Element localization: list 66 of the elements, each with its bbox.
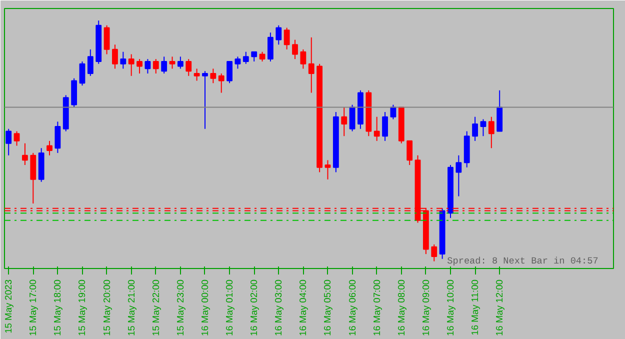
x-tick-label: 16 May 09:00 <box>420 279 431 336</box>
x-tick-label: 16 May 02:00 <box>249 279 260 336</box>
x-tick-label: 15 May 23:00 <box>175 279 186 336</box>
candlestick <box>406 140 413 166</box>
x-tick-label: 15 May 22:00 <box>150 279 161 336</box>
candlestick <box>128 54 134 76</box>
x-tick-label: 16 May 12:00 <box>494 279 505 336</box>
x-tick-label: 15 May 17:00 <box>28 279 38 336</box>
candlestick <box>374 116 380 142</box>
candlestick <box>341 106 348 137</box>
candlestick <box>488 116 494 149</box>
candlestick <box>284 27 290 50</box>
candlestick <box>104 24 110 55</box>
candlestick <box>136 58 142 74</box>
candlestick <box>226 60 232 84</box>
candlestick <box>324 160 331 180</box>
x-tick-label: 16 May 03:00 <box>274 279 284 336</box>
candlestick <box>456 154 462 197</box>
candlestick <box>292 39 298 60</box>
candlestick <box>79 60 86 86</box>
x-tick-label: 15 May 21:00 <box>126 279 136 336</box>
candlestick <box>202 70 208 130</box>
candlestick <box>22 142 28 166</box>
candlestick <box>268 32 274 62</box>
x-tick-label: 16 May 10:00 <box>445 279 456 336</box>
candlestick <box>54 121 61 154</box>
candlestick <box>218 73 224 94</box>
x-tick-label: 16 May 07:00 <box>372 279 382 336</box>
candlestick <box>276 24 282 46</box>
x-tick-label: 16 May 11:00 <box>470 279 480 336</box>
x-tick-label: 16 May 08:00 <box>396 279 406 336</box>
candlestick <box>6 128 12 156</box>
candlestick <box>87 48 94 76</box>
x-tick-label: 15 May 20:00 <box>102 279 112 336</box>
candlestick <box>144 58 151 74</box>
candlestick <box>242 51 249 64</box>
x-tick-label: 15 May 2023 <box>4 279 14 334</box>
x-tick-label: 16 May 05:00 <box>322 279 333 336</box>
candlestick <box>161 56 168 74</box>
candlestick <box>186 58 192 76</box>
x-tick-label: 15 May 18:00 <box>52 279 63 336</box>
candlestick <box>14 130 20 146</box>
x-tick-label: 16 May 06:00 <box>347 279 358 336</box>
candlestick <box>308 36 314 94</box>
candlestick <box>259 51 266 62</box>
x-tick-label: 16 May 00:00 <box>200 279 210 336</box>
candlestick <box>431 244 438 262</box>
candlestick <box>382 112 388 142</box>
candlestick <box>234 56 241 70</box>
candlestick <box>194 68 200 82</box>
candlestick <box>177 56 184 70</box>
candlestick <box>169 56 176 70</box>
candlestick <box>251 51 258 62</box>
candlestick <box>152 58 159 74</box>
candlestick <box>472 116 478 142</box>
candlestick <box>46 140 52 156</box>
candlestick <box>210 68 216 84</box>
candlestick <box>480 118 486 137</box>
candlestick <box>112 44 118 70</box>
candlestick <box>349 104 356 132</box>
x-tick-label: 16 May 01:00 <box>224 279 235 336</box>
candlestick <box>300 48 306 70</box>
x-tick-label: 15 May 19:00 <box>77 279 88 336</box>
x-tick-label: 16 May 04:00 <box>298 279 308 336</box>
candlestick <box>120 51 126 70</box>
annotation: Spread: 8 Next Bar in 04:57 <box>447 256 598 266</box>
